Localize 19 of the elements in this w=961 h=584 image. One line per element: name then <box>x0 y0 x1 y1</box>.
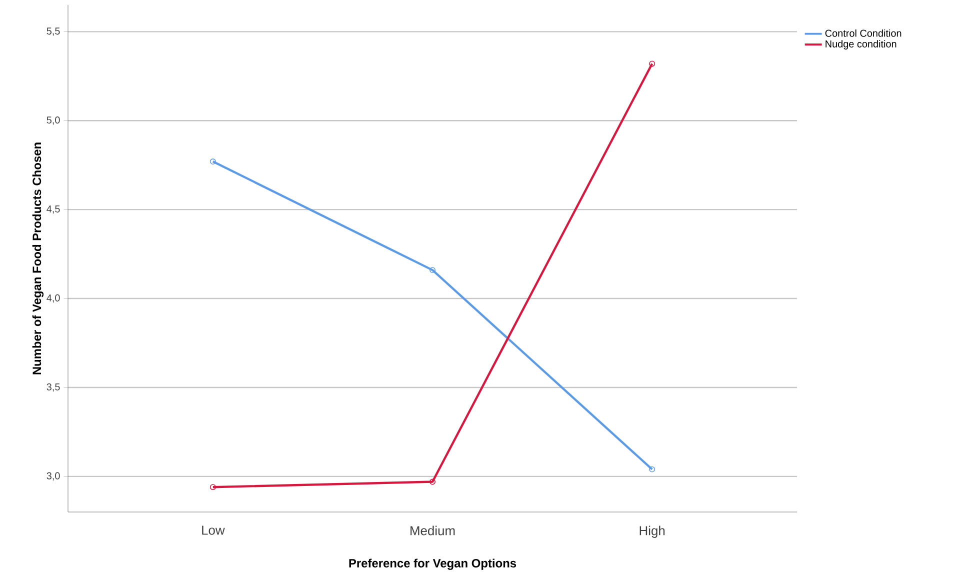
x-axis-title: Preference for Vegan Options <box>349 558 516 570</box>
point <box>430 478 436 485</box>
point <box>649 466 656 472</box>
point <box>649 60 656 67</box>
point <box>210 158 216 165</box>
y-tick-label: 3,0 <box>46 472 60 481</box>
y-tick-label: 4,0 <box>46 294 60 303</box>
x-tick-label: High <box>640 526 665 538</box>
y-axis-title: Number of Vegan Food Products Chosen <box>32 142 44 374</box>
x-tick-label: Medium <box>410 526 455 536</box>
legend-label: Nudge condition <box>826 40 896 50</box>
point <box>430 267 436 274</box>
y-tick-label: 5,0 <box>46 116 60 125</box>
point <box>210 484 216 490</box>
legend-label: Control Condition <box>825 29 902 37</box>
y-tick-label: 5,5 <box>46 28 60 36</box>
y-tick-label: 4,5 <box>46 206 60 214</box>
y-tick-label: 3,5 <box>46 383 60 392</box>
x-tick-label: Low <box>202 526 225 535</box>
